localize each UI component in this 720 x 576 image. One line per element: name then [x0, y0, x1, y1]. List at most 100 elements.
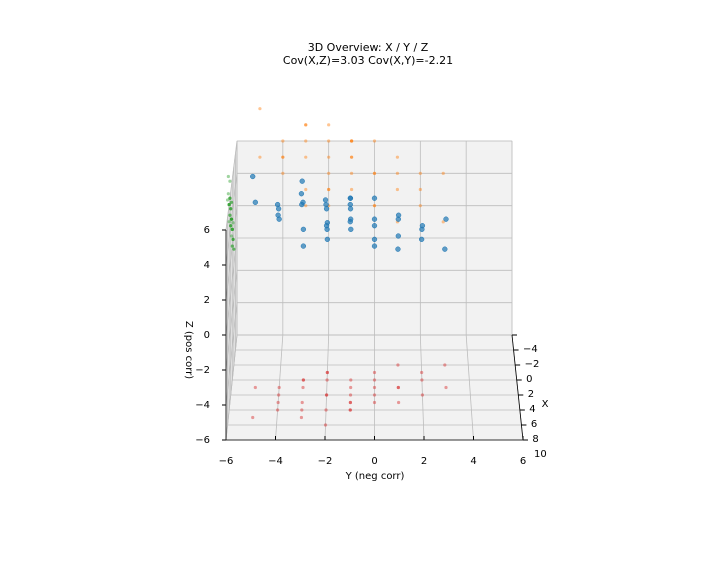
chart-title: 3D Overview: X / Y / Z — [308, 41, 429, 54]
projection-point — [230, 244, 234, 248]
projection-point — [395, 155, 400, 159]
y-axis-label: Y (neg corr) — [345, 471, 405, 482]
y-tick-label: 2 — [421, 456, 427, 467]
x-tick-label: 10 — [534, 449, 547, 460]
projection-point — [372, 400, 377, 405]
data-point — [324, 236, 331, 243]
x-tick-label: 4 — [529, 404, 535, 415]
projection-point — [229, 207, 233, 211]
projection-point — [349, 139, 354, 143]
z-tick-label: −2 — [195, 365, 210, 376]
projection-point — [230, 244, 234, 248]
data-point — [371, 243, 378, 249]
y-tick-label: −6 — [219, 456, 234, 467]
grid-line — [419, 334, 425, 441]
projection-point — [229, 224, 233, 228]
data-point — [395, 233, 401, 239]
projection-point — [324, 408, 328, 412]
projection-point — [349, 155, 354, 159]
projection-point — [327, 187, 331, 192]
x-tick-label: 6 — [531, 419, 537, 430]
projection-point — [349, 378, 353, 382]
projection-point — [229, 217, 234, 221]
projection-point — [348, 393, 353, 397]
projection-point — [372, 204, 377, 208]
projection-point — [418, 204, 422, 208]
x-tick-label: −4 — [523, 344, 538, 355]
projection-point — [327, 123, 331, 127]
projection-point — [441, 171, 445, 175]
projection-point — [281, 155, 285, 159]
projection-point — [372, 370, 377, 375]
data-point — [371, 236, 378, 243]
data-point — [419, 223, 426, 229]
data-point — [276, 216, 282, 222]
projection-point — [301, 385, 305, 390]
data-point — [371, 216, 378, 222]
projection-point — [276, 400, 280, 405]
x-tick-label: 8 — [532, 434, 538, 445]
projection-point — [226, 192, 230, 196]
data-point — [443, 216, 449, 222]
data-point — [348, 226, 354, 233]
projection-point — [229, 224, 233, 228]
data-point — [347, 219, 353, 225]
projection-point — [229, 200, 234, 204]
projection-point — [228, 213, 232, 217]
z-tick-label: 4 — [204, 260, 210, 271]
projection-point — [228, 196, 232, 200]
projection-point — [281, 155, 285, 159]
projection-point — [227, 202, 231, 207]
projection-point — [349, 155, 354, 159]
data-point — [322, 197, 329, 203]
projection-point — [281, 139, 285, 143]
projection-point — [396, 385, 400, 390]
projection-point — [349, 139, 354, 143]
projection-point — [418, 171, 422, 175]
data-point — [324, 226, 330, 233]
data-point — [395, 212, 402, 218]
projection-point — [277, 393, 281, 397]
projection-point — [228, 179, 232, 183]
y-tick-label: 0 — [371, 456, 377, 467]
projection-point — [349, 139, 354, 143]
x-tick-label: −2 — [525, 359, 540, 370]
projection-point — [301, 378, 305, 382]
projection-point — [229, 234, 234, 238]
projection-point — [324, 393, 329, 397]
projection-point — [372, 171, 377, 175]
z-tick-label: 6 — [204, 225, 210, 236]
projection-point — [372, 393, 377, 397]
y-tick-label: 4 — [470, 456, 476, 467]
projection-point — [349, 187, 354, 192]
projection-point — [231, 237, 235, 241]
projection-point — [229, 207, 233, 211]
projection-point — [444, 385, 448, 390]
projection-point — [372, 378, 377, 382]
projection-point — [395, 187, 400, 192]
projection-point — [230, 227, 234, 231]
z-tick-label: −6 — [195, 435, 210, 446]
projection-point — [327, 139, 331, 143]
grid-line — [275, 334, 284, 441]
chart-subtitle: Cov(X,Z)=3.03 Cov(X,Y)=-2.21 — [283, 54, 453, 67]
projection-point — [228, 213, 232, 217]
data-point — [371, 223, 378, 229]
data-point — [395, 246, 401, 252]
projection-point — [229, 217, 234, 221]
projection-point — [275, 408, 280, 412]
y-tick-label: −4 — [268, 456, 283, 467]
projection-point — [348, 408, 352, 412]
projection-point — [304, 204, 308, 208]
data-point — [418, 236, 425, 243]
projection-point — [372, 204, 377, 208]
projection-point — [323, 423, 328, 427]
projection-point — [304, 187, 308, 192]
projection-point — [325, 370, 329, 375]
projection-point — [229, 217, 234, 221]
projection-point — [372, 139, 377, 143]
projection-point — [325, 370, 329, 375]
projection-point — [229, 217, 234, 221]
projection-point — [396, 400, 401, 405]
projection-point — [230, 227, 234, 231]
